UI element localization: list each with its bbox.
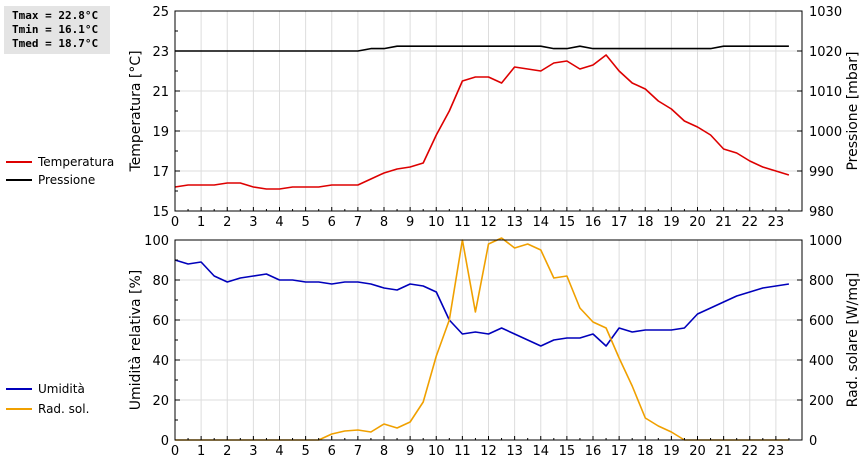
y-tick-label: 60 bbox=[152, 314, 169, 329]
x-tick-label: 16 bbox=[585, 215, 602, 230]
y2-tick-label: 1000 bbox=[809, 125, 842, 140]
y2-tick-label: 400 bbox=[809, 354, 834, 369]
x-tick-label: 5 bbox=[301, 444, 309, 459]
y2-axis-label-radiation: Rad. solare [W/mq] bbox=[845, 273, 860, 408]
x-tick-label: 20 bbox=[689, 444, 706, 459]
x-tick-label: 21 bbox=[715, 215, 732, 230]
x-tick-label: 3 bbox=[249, 215, 257, 230]
series-top bbox=[174, 45, 790, 190]
y-tick-label: 21 bbox=[152, 85, 169, 100]
x-tick-label: 23 bbox=[768, 215, 785, 230]
x-tick-label: 6 bbox=[328, 215, 336, 230]
ticks-top: 0 1 2 3 4 5 6 7 8 9 10 11 12 13 14 15 16 17 18 19 20 21 22 2315… bbox=[152, 5, 842, 230]
y2-tick-label: 800 bbox=[809, 274, 834, 289]
y2-axis-label-pressure: Pressione [mbar] bbox=[845, 51, 860, 170]
x-tick-label: 13 bbox=[506, 444, 523, 459]
series-line-temperatura bbox=[174, 54, 790, 190]
series-line-pressione bbox=[175, 45, 789, 52]
x-tick-label: 17 bbox=[611, 444, 628, 459]
x-tick-label: 14 bbox=[532, 444, 549, 459]
x-tick-label: 23 bbox=[768, 444, 785, 459]
x-tick-label: 14 bbox=[532, 215, 549, 230]
legend-temperature-label: Temperatura bbox=[37, 155, 114, 169]
x-tick-label: 11 bbox=[454, 215, 471, 230]
x-tick-label: 8 bbox=[380, 215, 388, 230]
x-tick-label: 20 bbox=[689, 215, 706, 230]
x-tick-label: 6 bbox=[328, 444, 336, 459]
series-line-umidit bbox=[174, 259, 790, 347]
legend-bottom: Umidità Rad. sol. bbox=[6, 382, 89, 416]
y2-tick-label: 1020 bbox=[809, 45, 842, 60]
y2-tick-label: 200 bbox=[809, 394, 834, 409]
y-axis-label-humidity: Umidità relativa [%] bbox=[128, 270, 144, 411]
x-tick-label: 7 bbox=[354, 215, 362, 230]
x-tick-label: 13 bbox=[506, 215, 523, 230]
y-tick-label: 80 bbox=[152, 274, 169, 289]
legend-radiation-label: Rad. sol. bbox=[38, 402, 89, 416]
x-tick-label: 8 bbox=[380, 444, 388, 459]
x-tick-label: 19 bbox=[663, 215, 680, 230]
x-tick-label: 10 bbox=[428, 444, 445, 459]
ticks-bottom: 0 1 2 3 4 5 6 7 8 9 10 11 12 13 14 15 16 17 18 19 20 21 22 2302… bbox=[144, 234, 842, 459]
y2-tick-label: 1030 bbox=[809, 5, 842, 20]
x-tick-label: 2 bbox=[223, 215, 231, 230]
legend-pressure-label: Pressione bbox=[38, 173, 95, 187]
y2-tick-label: 0 bbox=[809, 434, 817, 449]
stats-box: Tmax = 22.8°C Tmin = 16.1°C Tmed = 18.7°… bbox=[4, 6, 110, 54]
series-line-rad-sol bbox=[175, 237, 789, 441]
y2-tick-label: 1000 bbox=[809, 234, 842, 249]
y-tick-label: 20 bbox=[152, 394, 169, 409]
tmed-text: Tmed = 18.7°C bbox=[12, 37, 99, 50]
tmax-text: Tmax = 22.8°C bbox=[12, 9, 99, 22]
y-tick-label: 17 bbox=[152, 165, 169, 180]
x-tick-label: 0 bbox=[171, 215, 179, 230]
x-tick-label: 1 bbox=[197, 215, 205, 230]
x-tick-label: 9 bbox=[406, 444, 414, 459]
x-tick-label: 12 bbox=[480, 444, 497, 459]
y-axis-label-temperature: Temperatura [°C] bbox=[128, 50, 144, 172]
x-tick-label: 3 bbox=[249, 444, 257, 459]
x-tick-label: 7 bbox=[354, 444, 362, 459]
legend-humidity-label: Umidità bbox=[38, 382, 85, 396]
y-tick-label: 19 bbox=[152, 125, 169, 140]
grid-top bbox=[175, 11, 802, 211]
temperature-pressure-chart: 0 1 2 3 4 5 6 7 8 9 10 11 12 13 14 15 16 17 18 19 20 21 22 2315… bbox=[128, 5, 860, 230]
y-tick-label: 40 bbox=[152, 354, 169, 369]
x-tick-label: 9 bbox=[406, 215, 414, 230]
x-tick-label: 18 bbox=[637, 215, 654, 230]
x-tick-label: 12 bbox=[480, 215, 497, 230]
x-tick-label: 4 bbox=[275, 215, 283, 230]
x-tick-label: 21 bbox=[715, 444, 732, 459]
x-tick-label: 17 bbox=[611, 215, 628, 230]
x-tick-label: 15 bbox=[559, 444, 576, 459]
tmin-text: Tmin = 16.1°C bbox=[12, 23, 99, 36]
y2-tick-label: 990 bbox=[809, 165, 834, 180]
x-tick-label: 11 bbox=[454, 444, 471, 459]
y2-tick-label: 1010 bbox=[809, 85, 842, 100]
x-tick-label: 10 bbox=[428, 215, 445, 230]
y2-tick-label: 600 bbox=[809, 314, 834, 329]
series-bottom bbox=[174, 237, 790, 441]
x-tick-label: 4 bbox=[275, 444, 283, 459]
x-tick-label: 5 bbox=[301, 215, 309, 230]
y2-tick-label: 980 bbox=[809, 205, 834, 220]
x-tick-label: 0 bbox=[171, 444, 179, 459]
x-tick-label: 1 bbox=[197, 444, 205, 459]
x-tick-label: 18 bbox=[637, 444, 654, 459]
grid-bottom bbox=[175, 240, 802, 440]
x-tick-label: 19 bbox=[663, 444, 680, 459]
y-tick-label: 0 bbox=[161, 434, 169, 449]
y-tick-label: 23 bbox=[152, 45, 169, 60]
y-tick-label: 15 bbox=[152, 205, 169, 220]
x-tick-label: 22 bbox=[741, 444, 758, 459]
x-tick-label: 2 bbox=[223, 444, 231, 459]
humidity-radiation-chart: 0 1 2 3 4 5 6 7 8 9 10 11 12 13 14 15 16 17 18 19 20 21 22 2302… bbox=[128, 234, 860, 459]
y-tick-label: 25 bbox=[152, 5, 169, 20]
y-tick-label: 100 bbox=[144, 234, 169, 249]
legend-top: Temperatura Pressione bbox=[6, 155, 114, 187]
x-tick-label: 15 bbox=[559, 215, 576, 230]
x-tick-label: 22 bbox=[741, 215, 758, 230]
x-tick-label: 16 bbox=[585, 444, 602, 459]
